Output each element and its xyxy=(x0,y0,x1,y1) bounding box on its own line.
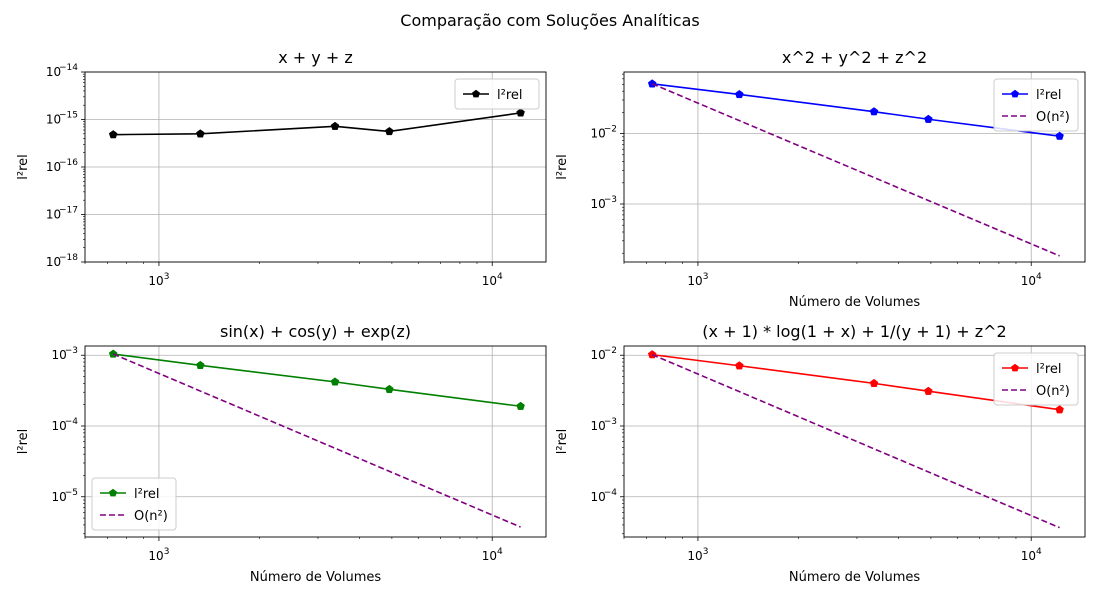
y-tick-label: 10−16 xyxy=(46,158,78,174)
y-tick-label: 10−3 xyxy=(591,195,617,211)
series-line xyxy=(651,83,1060,257)
y-tick-label: 10−5 xyxy=(52,488,78,504)
data-point-marker xyxy=(924,114,933,123)
legend-box xyxy=(454,78,540,110)
data-point-marker xyxy=(108,130,118,139)
series-line xyxy=(651,353,1060,529)
legend-label: l²rel xyxy=(497,88,523,103)
legend-label: l²rel xyxy=(134,487,160,502)
y-tick-label: 10−2 xyxy=(591,346,617,362)
x-minor-ticks xyxy=(622,358,1017,539)
y-tick-exponent: −18 xyxy=(59,253,78,263)
x-tick-label: 104 xyxy=(1021,272,1042,288)
data-point-marker xyxy=(385,384,394,393)
data-point-marker xyxy=(196,360,205,369)
y-tick-label: 10−3 xyxy=(52,346,78,362)
data-point-marker xyxy=(516,108,525,117)
axes-frame xyxy=(623,345,1086,538)
data-point-marker xyxy=(869,378,879,388)
legend-marker-swatch xyxy=(472,89,480,98)
legend-marker-swatch xyxy=(1011,363,1019,372)
x-axis-label: Número de Volumes xyxy=(789,295,921,310)
x-tick-label: 103 xyxy=(687,547,708,563)
legend-marker-swatch xyxy=(1011,89,1019,98)
y-tick-exponent: −2 xyxy=(604,125,617,135)
y-tick-label: 10−15 xyxy=(46,111,78,127)
x-axis-label: Número de Volumes xyxy=(789,570,921,585)
x-axis-label: Número de Volumes xyxy=(250,570,382,585)
subplot-bottom-right: 103 104 10−4 10−3 10−2 (x + 1) * log(1 + x) +… xyxy=(555,322,1086,585)
y-tick-label: 10−3 xyxy=(591,417,617,433)
subplot-bottom-left: 103 104 10−5 10−4 10−3 sin(x) + cos(y) + exp(… xyxy=(16,322,547,585)
subplot-top-right: 103 104 10−3 10−2 x^2 + y^2 + z^2 Número de V… xyxy=(555,48,1086,310)
y-tick-exponent: −2 xyxy=(604,346,617,356)
legend-label: O(n²) xyxy=(134,509,168,524)
axes-frame xyxy=(623,71,1086,263)
y-tick-label: 10−14 xyxy=(46,63,78,79)
y-tick-exponent: −4 xyxy=(65,417,79,427)
data-point-marker xyxy=(647,79,657,88)
y-tick-label: 10−4 xyxy=(52,417,79,433)
data-point-marker xyxy=(924,386,933,395)
y-tick-exponent: −17 xyxy=(59,206,78,216)
axes-frame xyxy=(84,345,547,538)
legend-label: l²rel xyxy=(1036,362,1062,377)
y-axis-label: l²rel xyxy=(555,154,570,180)
y-tick-exponent: −5 xyxy=(65,488,78,498)
x-tick-label: 104 xyxy=(482,272,503,288)
subplot-title: (x + 1) * log(1 + x) + 1/(y + 1) + z^2 xyxy=(702,322,1006,341)
data-point-marker xyxy=(1055,131,1064,140)
subplot-title: sin(x) + cos(y) + exp(z) xyxy=(220,322,411,341)
y-axis-label: l²rel xyxy=(16,429,31,455)
data-point-marker xyxy=(330,121,340,130)
y-axis-label: l²rel xyxy=(555,429,570,455)
y-tick-exponent: −3 xyxy=(65,346,78,356)
y-tick-exponent: −3 xyxy=(604,417,617,427)
x-tick-label: 103 xyxy=(148,547,169,563)
y-tick-exponent: −16 xyxy=(59,158,78,168)
subplot-top-left: 103 104 10−18 10−17 10−16 10−15 10−14 x + y + z… xyxy=(16,48,547,288)
legend: l²rel O(n²) xyxy=(91,477,177,531)
y-tick-exponent: −4 xyxy=(604,488,618,498)
data-point-marker xyxy=(385,126,394,136)
data-point-marker xyxy=(1055,405,1064,414)
data-point-marker xyxy=(869,107,879,116)
legend-marker-swatch xyxy=(109,488,117,497)
data-point-marker xyxy=(516,401,525,410)
legend: l²rel O(n²) xyxy=(993,78,1079,132)
legend: l²rel xyxy=(454,78,540,110)
y-tick-exponent: −3 xyxy=(604,195,617,205)
x-tick-label: 103 xyxy=(687,272,708,288)
subplot-title: x + y + z xyxy=(278,48,353,67)
subplot-title: x^2 + y^2 + z^2 xyxy=(782,48,927,67)
figure-title: Comparação com Soluções Analíticas xyxy=(400,11,699,30)
series-line xyxy=(112,353,521,528)
y-tick-exponent: −15 xyxy=(59,111,78,121)
legend-label: O(n²) xyxy=(1036,110,1070,125)
legend-label: l²rel xyxy=(1036,88,1062,103)
x-minor-ticks xyxy=(622,73,1017,264)
x-tick-label: 104 xyxy=(1021,547,1042,563)
data-point-marker xyxy=(647,350,657,359)
data-point-marker xyxy=(330,377,340,386)
legend: l²rel O(n²) xyxy=(993,352,1079,406)
y-tick-label: 10−4 xyxy=(591,488,618,504)
y-axis-label: l²rel xyxy=(16,154,31,180)
x-tick-label: 103 xyxy=(148,272,169,288)
series-line xyxy=(113,112,521,136)
x-minor-ticks xyxy=(83,73,478,264)
data-point-marker xyxy=(735,361,744,370)
data-point-marker xyxy=(735,89,744,99)
y-tick-label: 10−18 xyxy=(46,253,78,269)
legend-label: O(n²) xyxy=(1036,384,1070,399)
y-tick-label: 10−17 xyxy=(46,206,78,222)
data-point-marker xyxy=(108,349,118,358)
data-point-marker xyxy=(196,129,205,138)
y-tick-exponent: −14 xyxy=(59,63,78,73)
y-tick-label: 10−2 xyxy=(591,125,617,141)
x-tick-label: 104 xyxy=(482,547,503,563)
